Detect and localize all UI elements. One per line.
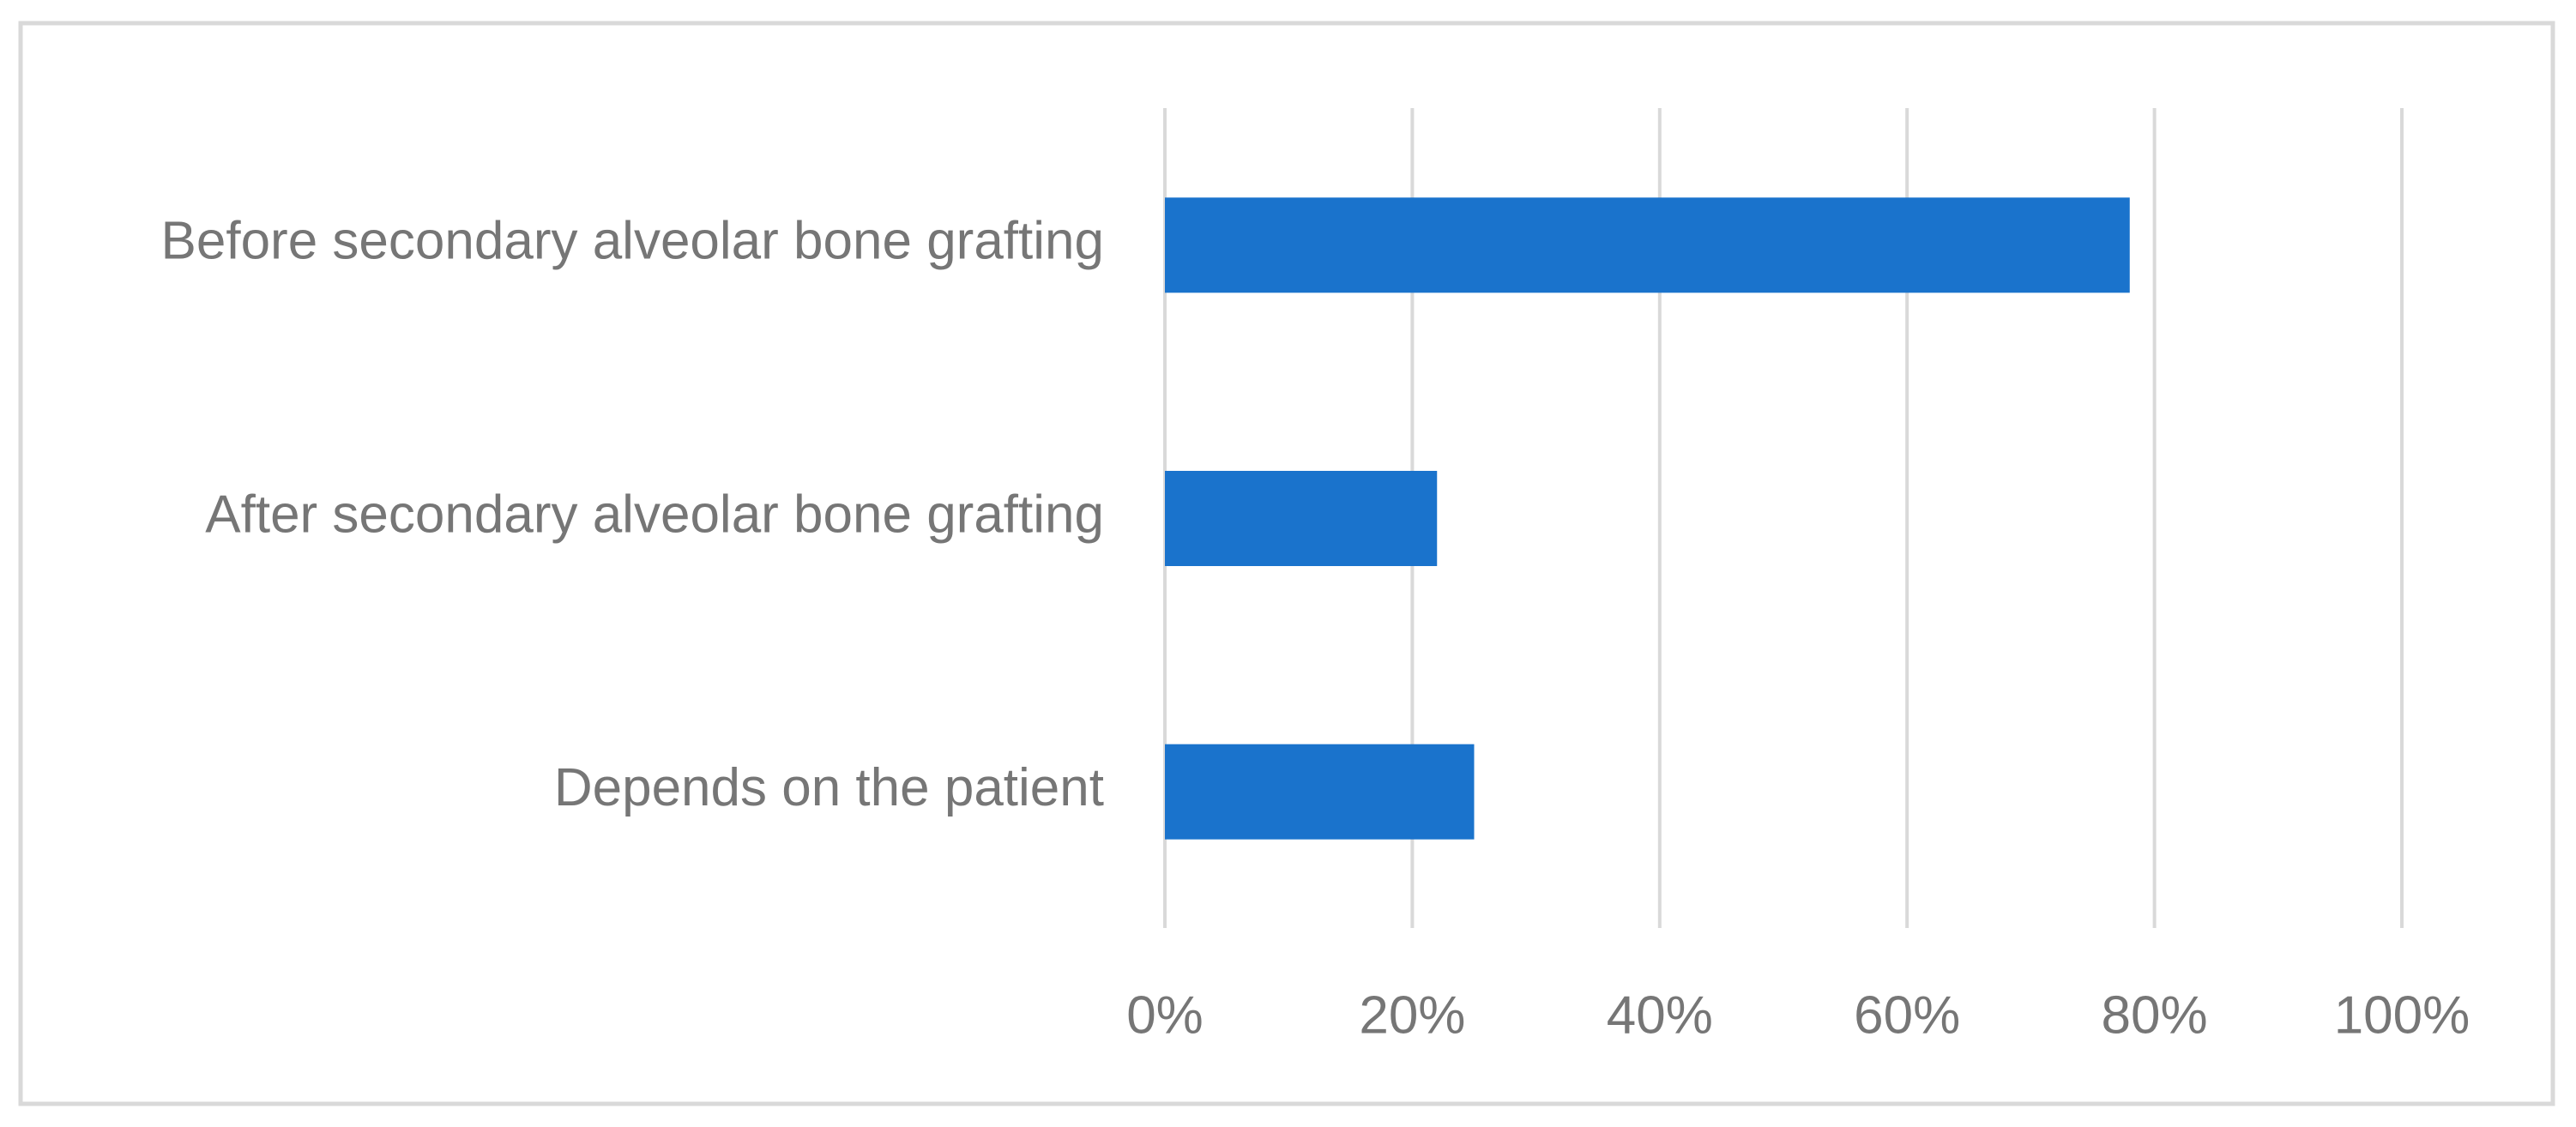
bar (1165, 744, 1475, 840)
y-tick-label: After secondary alveolar bone grafting (205, 485, 1104, 544)
bar (1165, 197, 2130, 293)
x-tick-label: 60% (1854, 985, 1960, 1045)
x-tick-label: 80% (2102, 985, 2208, 1045)
y-tick-label: Depends on the patient (554, 758, 1104, 817)
x-tick-label: 20% (1359, 985, 1465, 1045)
bar (1165, 471, 1438, 566)
y-tick-label: Before secondary alveolar bone grafting (161, 212, 1104, 271)
x-tick-label: 0% (1126, 985, 1204, 1045)
x-tick-label: 40% (1607, 985, 1713, 1045)
x-tick-label: 100% (2334, 985, 2470, 1045)
